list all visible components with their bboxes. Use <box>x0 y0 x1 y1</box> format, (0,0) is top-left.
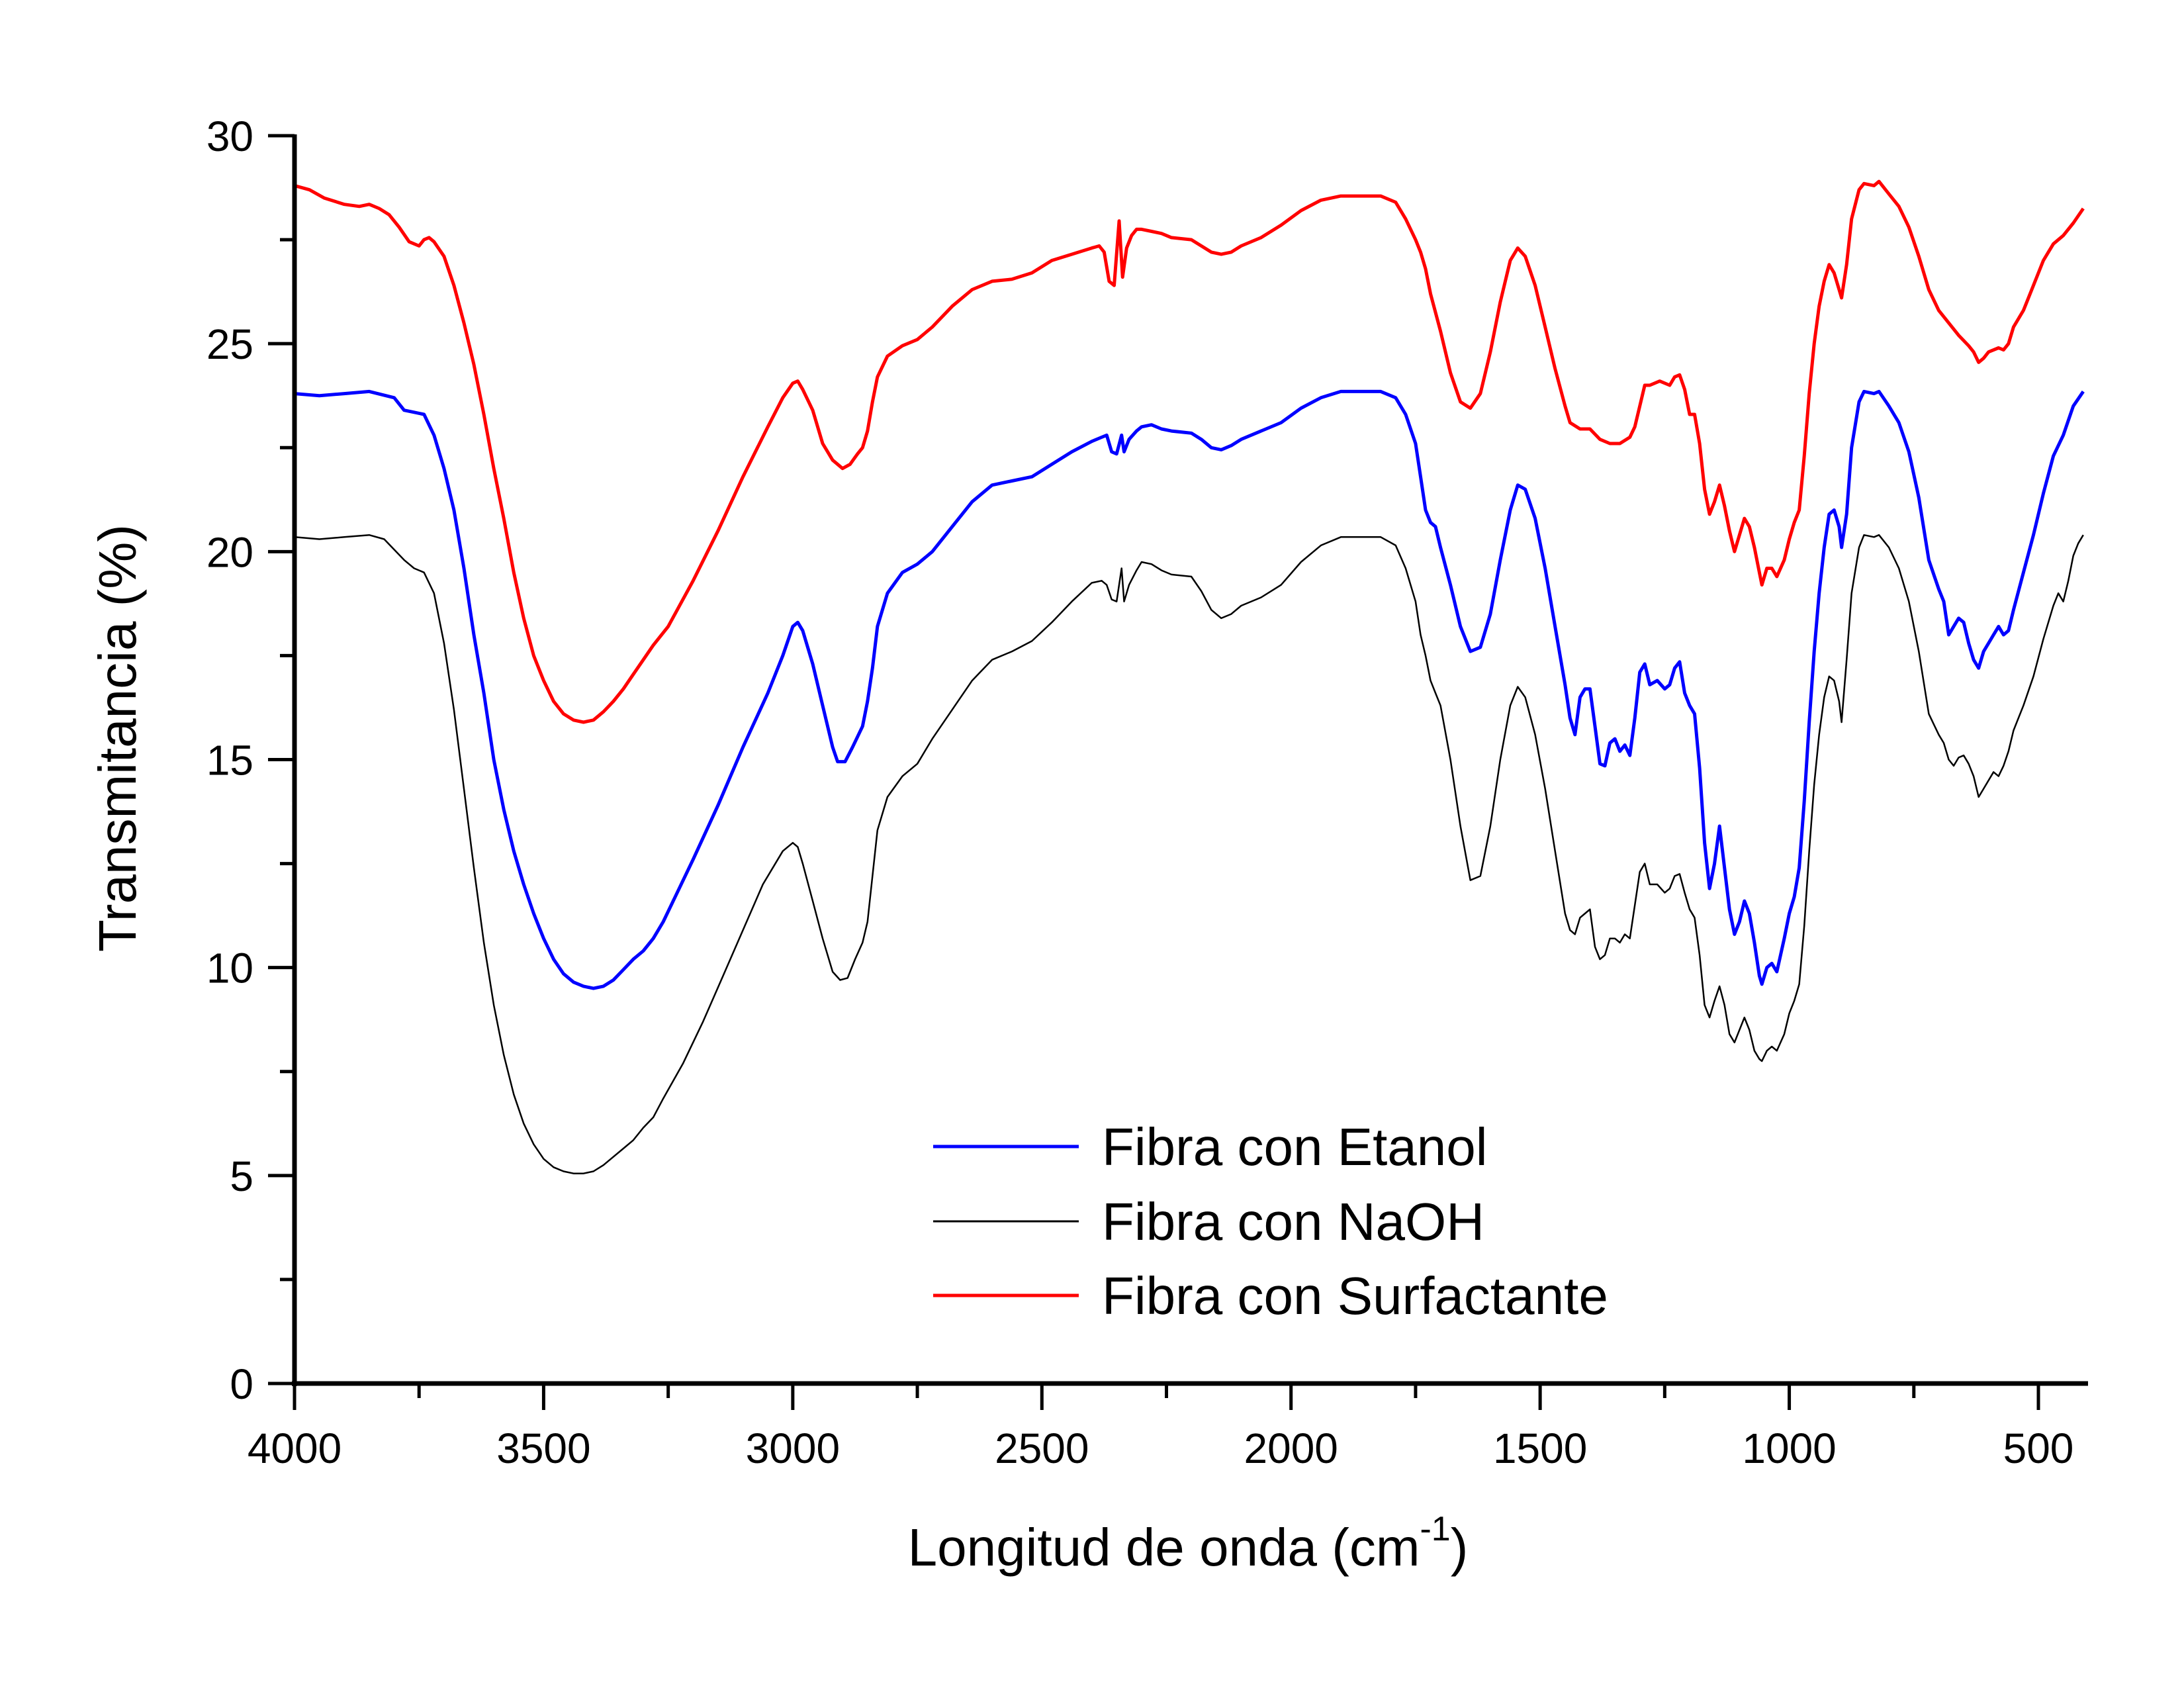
x-tick-label: 2000 <box>1244 1425 1338 1472</box>
x-axis-title-close: ) <box>1451 1518 1469 1577</box>
legend-item-etanol: Fibra con Etanol <box>933 1117 1488 1176</box>
x-axis-title-main: Longitud de onda (cm <box>908 1518 1420 1577</box>
x-tick-label: 2500 <box>995 1425 1089 1472</box>
legend-label-etanol: Fibra con Etanol <box>1102 1117 1488 1176</box>
y-tick-label: 10 <box>206 945 253 992</box>
x-tick-label: 500 <box>2003 1425 2074 1472</box>
x-axis-title-superscript: -1 <box>1420 1510 1450 1548</box>
x-axis: 4000 3500 3000 2500 2000 1500 1000 500 <box>248 1381 2088 1472</box>
legend-label-surfactante: Fibra con Surfactante <box>1102 1266 1608 1325</box>
legend-label-naoh: Fibra con NaOH <box>1102 1192 1484 1251</box>
series-surfactante-line <box>295 179 2085 724</box>
y-tick-label: 25 <box>206 320 253 368</box>
y-axis-title: Transmitancia (%) <box>88 524 147 952</box>
x-tick-label: 3500 <box>496 1425 590 1472</box>
series-etanol-line <box>295 389 2085 990</box>
y-tick-label: 0 <box>230 1360 253 1408</box>
x-tick-label: 4000 <box>248 1425 341 1472</box>
x-tick-label: 1000 <box>1742 1425 1836 1472</box>
x-axis-title: Longitud de onda (cm-1) <box>908 1510 1469 1577</box>
legend-item-surfactante: Fibra con Surfactante <box>933 1266 1608 1325</box>
legend-item-naoh: Fibra con NaOH <box>933 1192 1484 1251</box>
y-tick-label: 30 <box>206 113 253 160</box>
x-ticks: 4000 3500 3000 2500 2000 1500 1000 500 <box>248 1383 2074 1472</box>
x-tick-label: 1500 <box>1493 1425 1587 1472</box>
y-ticks: 0 5 10 15 20 25 30 <box>206 113 295 1408</box>
series-naoh-line <box>295 534 2084 1174</box>
y-tick-label: 15 <box>206 737 253 784</box>
y-tick-label: 5 <box>230 1152 253 1200</box>
x-tick-label: 3000 <box>746 1425 840 1472</box>
legend: Fibra con Etanol Fibra con NaOH Fibra co… <box>933 1117 1608 1325</box>
y-tick-label: 20 <box>206 528 253 576</box>
y-axis: 0 5 10 15 20 25 30 <box>206 113 297 1408</box>
series-layer <box>295 179 2085 1174</box>
